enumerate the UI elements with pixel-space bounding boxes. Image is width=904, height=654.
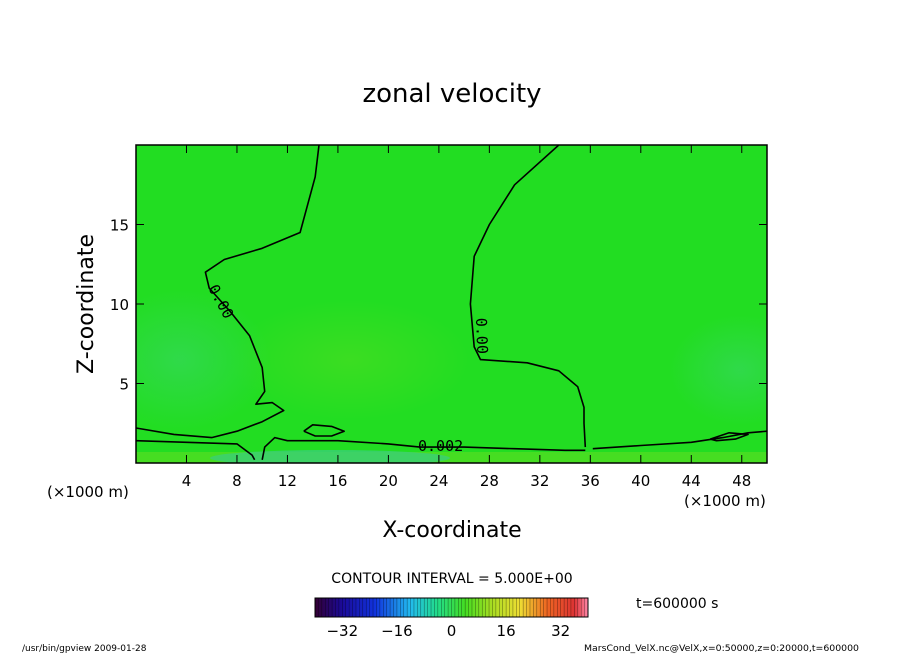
contour-interval-text: CONTOUR INTERVAL = 5.000E+00 xyxy=(331,571,572,587)
contour-line-0 xyxy=(136,145,320,439)
x-tick-label: 4 xyxy=(182,472,192,490)
x-tick-label: 12 xyxy=(278,472,297,490)
x-tick-label: 20 xyxy=(379,472,398,490)
footer-left: /usr/bin/gpview 2009-01-28 xyxy=(22,644,147,654)
y-tick-label: 15 xyxy=(110,217,129,235)
x-unit-right: (×1000 m) xyxy=(684,492,766,510)
field-shade-center xyxy=(230,300,470,420)
contour-label-bottom: 0.002 xyxy=(418,437,463,455)
x-axis-label: X-coordinate xyxy=(382,518,521,543)
x-tick-label: 32 xyxy=(530,472,549,490)
contour-line-4 xyxy=(592,430,767,450)
colorbar: −32 −16 0 16 32 xyxy=(314,597,589,640)
x-tick-label: 48 xyxy=(732,472,751,490)
colorbar-tick-label: −32 xyxy=(326,622,358,640)
x-tick-label: 8 xyxy=(232,472,242,490)
x-tick-label: 16 xyxy=(328,472,347,490)
contour-line-2 xyxy=(136,439,256,461)
time-label: t=600000 s xyxy=(636,596,718,612)
y-axis-label: Z-coordinate xyxy=(74,234,99,374)
field-shading xyxy=(136,290,767,463)
y-ticks: 5 10 15 xyxy=(110,217,767,394)
y-tick-label: 10 xyxy=(110,296,129,314)
contour-line-6 xyxy=(709,432,749,442)
contour-label-middle: 0.00 xyxy=(472,318,491,355)
x-tick-label: 36 xyxy=(581,472,600,490)
contour-line-1 xyxy=(469,145,587,448)
colorbar-tick-label: 32 xyxy=(551,622,570,640)
colorbar-tick-label: −16 xyxy=(381,622,413,640)
colorbar-ticks: −32 −16 0 16 32 xyxy=(326,622,570,640)
x-tick-label: 24 xyxy=(429,472,448,490)
field-shade-bottom-center xyxy=(210,450,450,463)
contour-line-5 xyxy=(303,424,345,437)
contour-layer xyxy=(136,145,767,461)
x-ticks: 4 8 12 16 20 24 28 32 36 40 44 48 xyxy=(182,145,751,490)
x-tick-label: 28 xyxy=(480,472,499,490)
x-unit-left: (×1000 m) xyxy=(47,483,129,501)
field-shade-right xyxy=(670,315,767,425)
field-shade-left xyxy=(136,290,270,430)
y-tick-label: 5 xyxy=(119,376,129,394)
colorbar-tick-label: 16 xyxy=(497,622,516,640)
contour-line-3 xyxy=(261,436,586,460)
x-tick-label: 44 xyxy=(682,472,701,490)
colorbar-frame xyxy=(314,597,589,618)
chart-title: zonal velocity xyxy=(362,79,541,109)
field-shade-bottom xyxy=(136,452,767,463)
footer-right: MarsCond_VelX.nc@VelX,x=0:50000,z=0:2000… xyxy=(584,644,859,654)
x-tick-label: 40 xyxy=(631,472,650,490)
colorbar-tick-label: 0 xyxy=(447,622,457,640)
colorbar-stripes xyxy=(318,598,585,617)
